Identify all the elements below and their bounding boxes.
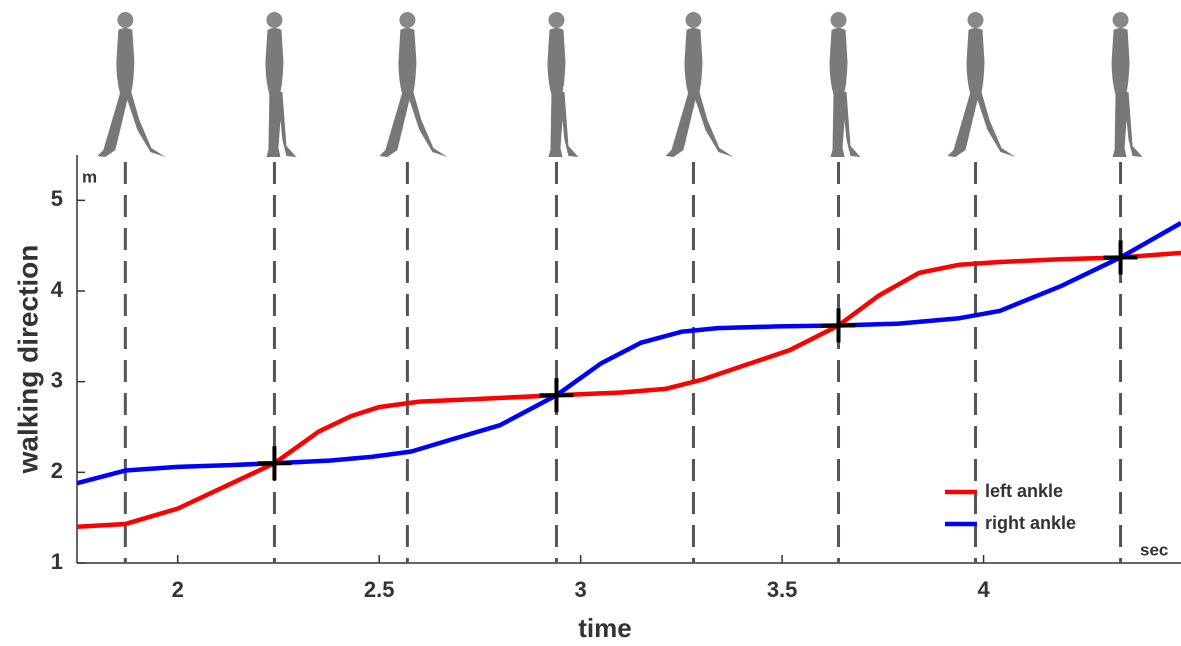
walker-head (266, 12, 282, 28)
walker-figure (97, 12, 165, 157)
walker-head (968, 12, 984, 28)
walker-figure (665, 12, 733, 157)
walker-legs (948, 92, 1016, 157)
x-unit: sec (1140, 540, 1168, 559)
walker-figure (547, 12, 578, 157)
y-tick-label: 3 (51, 367, 63, 392)
walker-body (547, 28, 565, 95)
y-axis-label: walking direction (12, 245, 43, 475)
walker-figure (948, 12, 1016, 157)
walker-legs (665, 92, 733, 157)
walker-figure (1112, 12, 1143, 157)
walker-body (398, 28, 416, 95)
walker-figure (265, 12, 296, 157)
y-tick-label: 2 (51, 458, 63, 483)
walker-figure (830, 12, 861, 157)
legend-label: left ankle (985, 481, 1063, 501)
walker-head (548, 12, 564, 28)
walker-body (830, 28, 848, 95)
y-tick-label: 5 (51, 186, 63, 211)
crossing-marker (1104, 240, 1138, 274)
walker-head (117, 12, 133, 28)
walker-legs (266, 92, 296, 157)
y-unit: m (82, 167, 97, 186)
x-axis-label: time (578, 613, 631, 643)
walker-legs (379, 92, 447, 157)
walker-body (967, 28, 985, 95)
x-tick-label: 3.5 (767, 577, 798, 602)
walker-head (685, 12, 701, 28)
walker-body (1112, 28, 1130, 95)
walker-head (399, 12, 415, 28)
walker-head (1113, 12, 1129, 28)
x-tick-label: 2 (172, 577, 184, 602)
x-tick-label: 3 (575, 577, 587, 602)
legend-label: right ankle (985, 513, 1076, 533)
crossing-marker (539, 378, 573, 412)
walker-body (116, 28, 134, 95)
crossing-marker (257, 446, 291, 480)
walker-head (831, 12, 847, 28)
walker-legs (548, 92, 578, 157)
walker-legs (1113, 92, 1143, 157)
y-tick-label: 1 (51, 549, 63, 574)
walker-body (265, 28, 283, 95)
crossing-marker (822, 308, 856, 342)
walker-legs (97, 92, 165, 157)
chart: walking direction time m sec 1 2 3 4 5 2 2.5 3 3… (0, 0, 1181, 646)
x-tick-label: 2.5 (364, 577, 395, 602)
walker-figure (379, 12, 447, 157)
walker-legs (831, 92, 861, 157)
y-tick-label: 4 (51, 277, 64, 302)
x-tick-label: 4 (977, 577, 990, 602)
walker-body (684, 28, 702, 95)
